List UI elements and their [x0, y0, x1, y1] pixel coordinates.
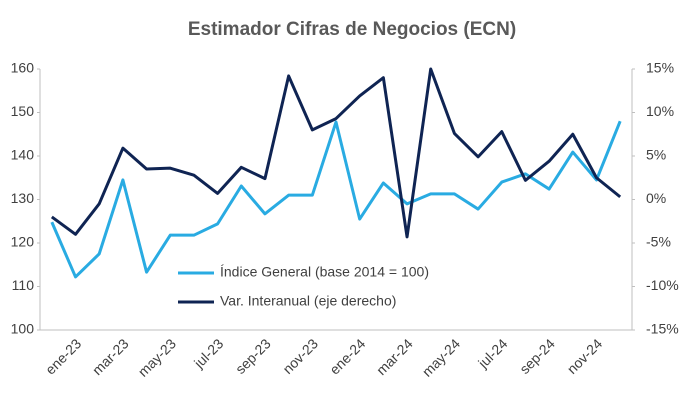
y2-tick-label: -5%: [646, 234, 671, 250]
x-tick-label: may-23: [135, 335, 179, 379]
y2-tick-label: -15%: [646, 321, 679, 337]
x-tick-label: sep-24: [516, 335, 558, 377]
legend-label: Índice General (base 2014 = 100): [220, 264, 429, 280]
y2-tick-label: 10%: [646, 103, 674, 119]
x-tick-label: nov-24: [564, 335, 606, 377]
y-tick-label: 100: [11, 321, 35, 337]
y2-tick-label: -10%: [646, 277, 679, 293]
x-tick-label: ene-23: [42, 335, 84, 377]
x-tick-label: mar-24: [373, 335, 416, 378]
x-tick-label: may-24: [419, 335, 463, 379]
x-tick-label: ene-24: [326, 335, 368, 377]
x-tick-label: jul-23: [190, 335, 226, 371]
y2-tick-label: 15%: [646, 60, 674, 76]
chart-title: Estimador Cifras de Negocios (ECN): [188, 19, 516, 40]
x-tick-label: mar-23: [89, 335, 132, 378]
series-line: [50, 120, 622, 279]
series-line: [50, 67, 622, 239]
y-tick-label: 130: [11, 190, 35, 206]
x-tick-label: jul-24: [474, 335, 510, 371]
y2-tick-label: 0%: [646, 190, 666, 206]
x-tick-label: nov-23: [279, 335, 321, 377]
y-tick-label: 110: [12, 277, 35, 293]
legend-label: Var. Interanual (eje derecho): [220, 293, 396, 309]
y2-tick-label: 5%: [646, 147, 666, 163]
y-tick-label: 160: [11, 60, 35, 76]
y-tick-label: 150: [11, 103, 35, 119]
x-tick-label: sep-23: [232, 335, 274, 377]
y-tick-label: 140: [11, 147, 35, 163]
y-tick-label: 120: [11, 234, 35, 250]
